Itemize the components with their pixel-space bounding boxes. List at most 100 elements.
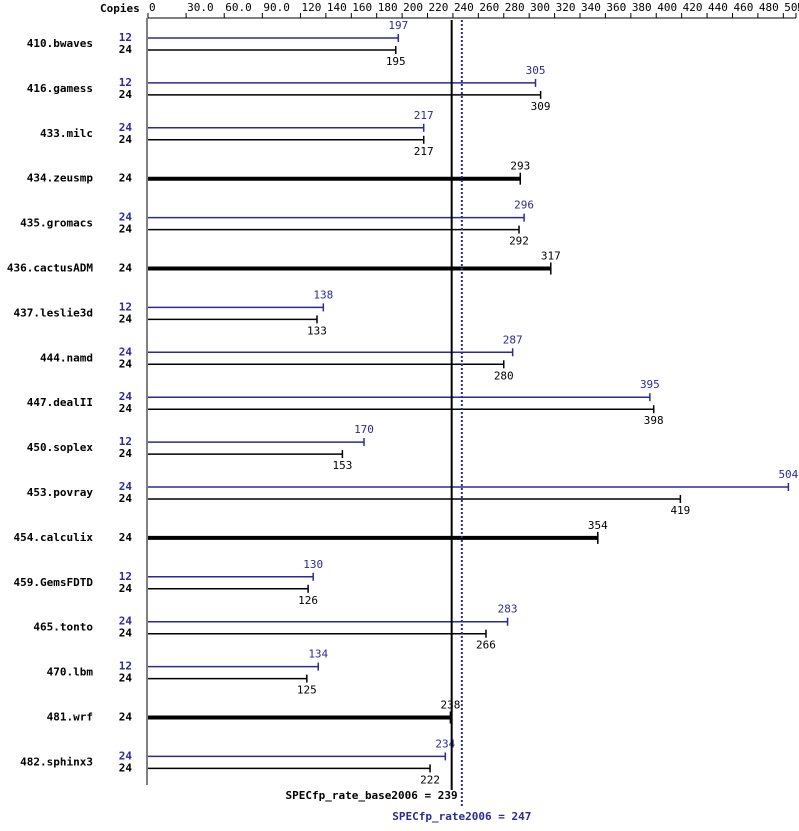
value-label: 398 [644,414,664,427]
copies-label: 24 [119,531,133,544]
x-tick-label: 240 [454,1,474,14]
benchmark-label: 450.soplex [27,441,94,454]
value-label: 133 [307,324,327,337]
copies-label: 24 [119,480,133,493]
benchmark-label: 433.milc [40,127,93,140]
value-label: 238 [440,699,460,712]
benchmark-label: 410.bwaves [27,37,93,50]
copies-label: 12 [119,660,132,673]
x-tick-label: 160 [352,1,372,14]
value-label: 217 [414,145,434,158]
value-label: 419 [670,504,690,517]
benchmark-label: 481.wrf [47,711,93,724]
value-label: 222 [420,773,440,786]
value-label: 170 [354,423,374,436]
x-tick-label: 320 [556,1,576,14]
value-label: 305 [526,64,546,77]
copies-label: 24 [119,172,133,185]
copies-label: 24 [119,43,133,56]
x-tick-label: 0 [149,1,156,14]
benchmark-label: 435.gromacs [20,217,93,230]
value-label: 293 [510,160,530,173]
value-label: 134 [308,648,328,661]
x-tick-label: 380 [632,1,652,14]
x-tick-label: 120 [301,1,321,14]
benchmark-label: 437.leslie3d [14,306,93,319]
copies-label: 24 [119,761,133,774]
copies-label: 24 [119,615,133,628]
benchmark-label: 454.calculix [14,531,94,544]
x-tick-label: 140 [327,1,347,14]
copies-label: 24 [119,390,133,403]
benchmark-label: 470.lbm [47,666,94,679]
x-tick-label: 200 [403,1,423,14]
x-tick-label: 300 [530,1,550,14]
x-tick-label: 480 [759,1,779,14]
x-tick-label: 400 [657,1,677,14]
copies-label: 24 [119,121,133,134]
copies-label: 24 [119,133,133,146]
benchmark-label: 416.gamess [27,82,93,95]
value-label: 130 [303,558,323,571]
value-label: 266 [476,639,496,652]
x-tick-label: 220 [429,1,449,14]
x-tick-label: 500 [784,1,799,14]
copies-label: 24 [119,749,133,762]
copies-label: 12 [119,300,132,313]
x-tick-label: 440 [708,1,728,14]
x-tick-label: 510 [797,1,799,14]
x-tick-label: 180 [378,1,398,14]
x-tick-label: 280 [505,1,525,14]
value-label: 354 [588,519,608,532]
value-label: 283 [498,603,518,616]
copies-label: 24 [119,447,133,460]
value-label: 195 [386,55,406,68]
value-label: 309 [531,100,551,113]
x-tick-label: 260 [479,1,499,14]
reference-label: SPECfp_rate2006 = 247 [392,810,531,823]
copies-label: 24 [119,223,133,236]
value-label: 197 [388,19,408,32]
x-tick-label: 360 [606,1,626,14]
axis-label: Copies [100,2,140,15]
x-tick-label: 30.0 [187,1,214,14]
value-label: 125 [297,684,317,697]
copies-label: 12 [119,570,132,583]
benchmark-label: 459.GemsFDTD [14,576,94,589]
benchmark-label: 453.povray [27,486,94,499]
benchmark-label: 447.dealII [27,396,93,409]
value-label: 126 [298,594,318,607]
benchmark-label: 465.tonto [33,621,93,634]
value-label: 292 [509,235,529,248]
copies-label: 24 [119,88,133,101]
value-label: 296 [514,199,534,212]
x-tick-label: 340 [581,1,601,14]
value-label: 153 [332,459,352,472]
x-tick-label: 60.0 [225,1,252,14]
x-tick-label: 90.0 [263,1,290,14]
copies-label: 24 [119,357,133,370]
x-tick-label: 460 [733,1,753,14]
copies-label: 24 [119,627,133,640]
value-label: 287 [503,333,523,346]
value-label: 234 [435,737,455,750]
value-label: 280 [494,369,514,382]
copies-label: 24 [119,582,133,595]
benchmark-label: 434.zeusmp [27,172,94,185]
copies-label: 24 [119,312,133,325]
benchmark-label: 444.namd [40,351,93,364]
copies-label: 24 [119,345,133,358]
copies-label: 12 [119,76,132,89]
value-label: 138 [313,288,333,301]
copies-label: 24 [119,492,133,505]
x-tick-label: 420 [683,1,703,14]
copies-label: 24 [119,262,133,275]
value-label: 317 [541,250,561,263]
copies-label: 24 [119,711,133,724]
copies-label: 24 [119,211,133,224]
copies-label: 24 [119,672,133,685]
copies-label: 24 [119,402,133,415]
value-label: 217 [414,109,434,122]
